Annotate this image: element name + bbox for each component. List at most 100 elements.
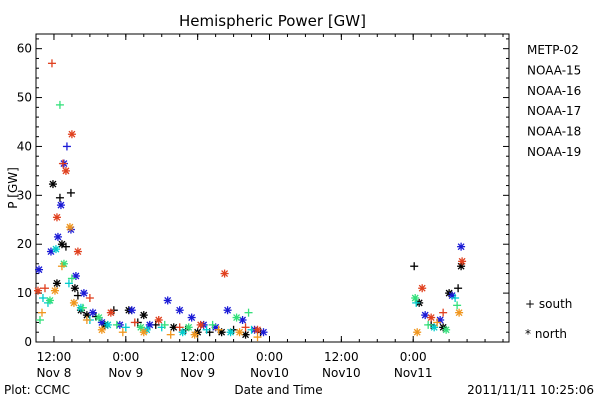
point-noaa-15-north — [223, 306, 232, 315]
point-noaa-15-north — [34, 265, 43, 274]
marker-stroke — [197, 321, 205, 329]
marker-stroke — [95, 314, 103, 322]
point-noaa-19-north — [52, 213, 61, 222]
marker-stroke — [62, 167, 70, 175]
point-noaa-18-north — [190, 330, 199, 339]
point-noaa-19-north — [427, 313, 436, 322]
point-noaa-19-north — [73, 247, 82, 256]
point-noaa-17-south — [67, 274, 76, 283]
marker-stroke — [218, 328, 226, 336]
legend-entry-noaa-15: NOAA-15 — [527, 63, 581, 77]
point-noaa-17-south — [453, 301, 462, 310]
marker-stroke — [413, 328, 421, 336]
point-metp-02-north — [139, 311, 148, 320]
marker-stroke — [164, 296, 172, 304]
marker-stroke — [176, 306, 184, 314]
x-axis-label: Date and Time — [234, 383, 322, 397]
point-noaa-16-north — [51, 245, 60, 254]
point-noaa-15-north — [187, 313, 196, 322]
y-tick-label: 10 — [17, 286, 32, 300]
marker-stroke — [455, 309, 463, 317]
point-noaa-16-north — [226, 328, 235, 337]
point-noaa-15-north — [163, 296, 172, 305]
marker-stroke — [442, 326, 450, 334]
x-tick-date-label: Nov 9 — [180, 366, 215, 380]
point-metp-02-north — [70, 284, 79, 293]
marker-stroke — [418, 284, 426, 292]
marker-stroke — [239, 316, 247, 324]
marker-stroke — [52, 245, 60, 253]
point-noaa-19-south — [130, 318, 139, 327]
point-noaa-19-north — [154, 316, 163, 324]
marker-stroke — [71, 284, 79, 292]
point-noaa-17-north — [184, 323, 193, 332]
point-noaa-16-south — [202, 325, 211, 334]
point-noaa-19-north — [458, 257, 467, 266]
marker-stroke — [254, 326, 261, 334]
legend-entry-noaa-17: NOAA-17 — [527, 104, 581, 118]
plot-frame — [35, 33, 510, 343]
marker-stroke — [58, 240, 66, 248]
x-tick-label: 0:00 — [256, 350, 283, 364]
marker-stroke — [458, 257, 466, 265]
point-noaa-18-south — [253, 333, 262, 342]
marker-stroke — [170, 323, 178, 331]
point-noaa-15-north — [175, 306, 184, 315]
point-noaa-16-south — [64, 279, 73, 288]
point-noaa-16-south — [38, 294, 47, 302]
point-noaa-19-north — [418, 284, 427, 293]
point-noaa-18-north — [139, 328, 148, 337]
point-noaa-19-south — [85, 294, 94, 302]
legend-entry-noaa-19: NOAA-19 — [527, 145, 581, 159]
point-noaa-19-south — [47, 59, 56, 68]
marker-stroke — [448, 292, 456, 300]
point-noaa-15-north — [127, 306, 136, 315]
axes-layer — [35, 33, 510, 343]
marker-stroke — [233, 314, 241, 322]
point-noaa-17-south — [35, 316, 44, 324]
point-noaa-18-south — [214, 325, 223, 334]
marker-stroke — [227, 328, 235, 336]
chart-title: Hemispheric Power [GW] — [179, 12, 366, 30]
point-metp-02-north — [169, 323, 178, 332]
marker-stroke — [179, 328, 187, 336]
marker-stroke — [54, 233, 62, 241]
point-noaa-15-north — [56, 201, 65, 210]
plot-credit: Plot: CCMC — [4, 383, 70, 397]
x-tick-label: 12:00 — [324, 350, 359, 364]
marker-stroke — [185, 323, 193, 331]
point-noaa-18-north — [97, 325, 106, 334]
legend-entry-noaa-16: NOAA-16 — [527, 84, 581, 98]
point-noaa-17-north — [136, 323, 145, 332]
legend-hemisphere-north: * north — [525, 327, 567, 341]
marker-stroke — [68, 130, 76, 138]
point-noaa-17-south — [112, 320, 121, 329]
point-noaa-19-north — [67, 130, 76, 139]
x-tick-label: 12:00 — [37, 350, 72, 364]
point-metp-02-south — [66, 188, 75, 197]
marker-stroke — [140, 328, 148, 336]
marker-stroke — [427, 314, 435, 322]
point-noaa-19-north — [61, 166, 70, 175]
marker-stroke — [49, 180, 57, 188]
point-metp-02-north — [52, 279, 61, 288]
point-metp-02-south — [61, 242, 70, 251]
point-noaa-17-south — [160, 320, 169, 329]
marker-stroke — [457, 243, 465, 251]
point-metp-02-north — [48, 180, 57, 189]
marker-stroke — [34, 287, 42, 295]
y-tick-label: 20 — [17, 237, 32, 251]
marker-stroke — [212, 323, 220, 331]
point-noaa-17-north — [94, 313, 103, 322]
marker-stroke — [137, 323, 145, 331]
x-tick-date-label: Nov 8 — [37, 366, 72, 380]
points-layer — [33, 59, 467, 342]
point-noaa-17-south — [424, 320, 433, 329]
point-noaa-19-south — [439, 308, 448, 317]
x-tick-date-label: Nov 9 — [108, 366, 143, 380]
marker-stroke — [89, 309, 97, 317]
marker-stroke — [411, 294, 419, 302]
point-noaa-17-north — [411, 294, 420, 302]
point-noaa-18-north — [69, 298, 78, 307]
